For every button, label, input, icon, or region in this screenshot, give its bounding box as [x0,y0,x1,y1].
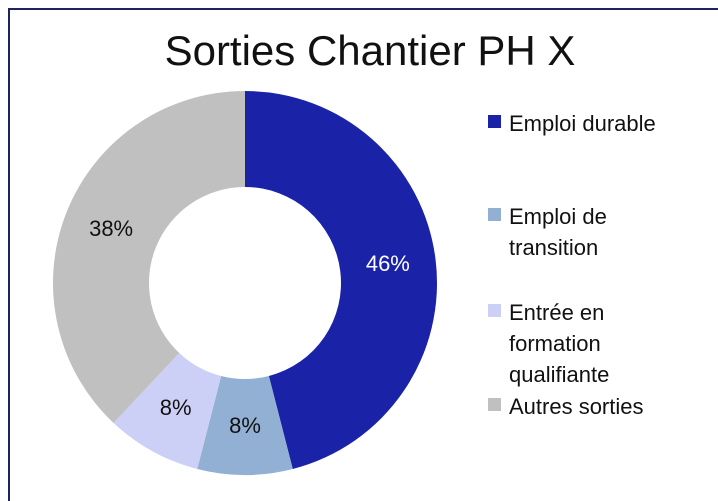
legend-entry: Autres sorties [488,391,684,422]
data-label: 8% [160,395,192,420]
legend-swatch [488,398,501,411]
donut-slice [113,352,222,469]
legend-label: Emploi de transition [509,204,607,260]
donut-slice [245,91,438,469]
donut-slice [197,375,293,476]
legend-swatch [488,304,501,317]
legend-swatch [488,115,501,128]
legend-label: Emploi durable [509,111,656,136]
legend-entry: Emploi durable [488,108,684,139]
data-label: 38% [89,216,133,241]
chart-title: Sorties Chantier PH X [165,27,576,74]
data-label: 46% [366,251,410,276]
data-label: 8% [229,413,261,438]
legend-entry: Entrée en formation qualifiante [488,297,684,390]
legend-swatch [488,208,501,221]
legend-label: Entrée en formation qualifiante [509,300,610,387]
donut-slice [52,90,245,423]
legend-label: Autres sorties [509,394,644,419]
legend-entry: Emploi de transition [488,201,684,263]
